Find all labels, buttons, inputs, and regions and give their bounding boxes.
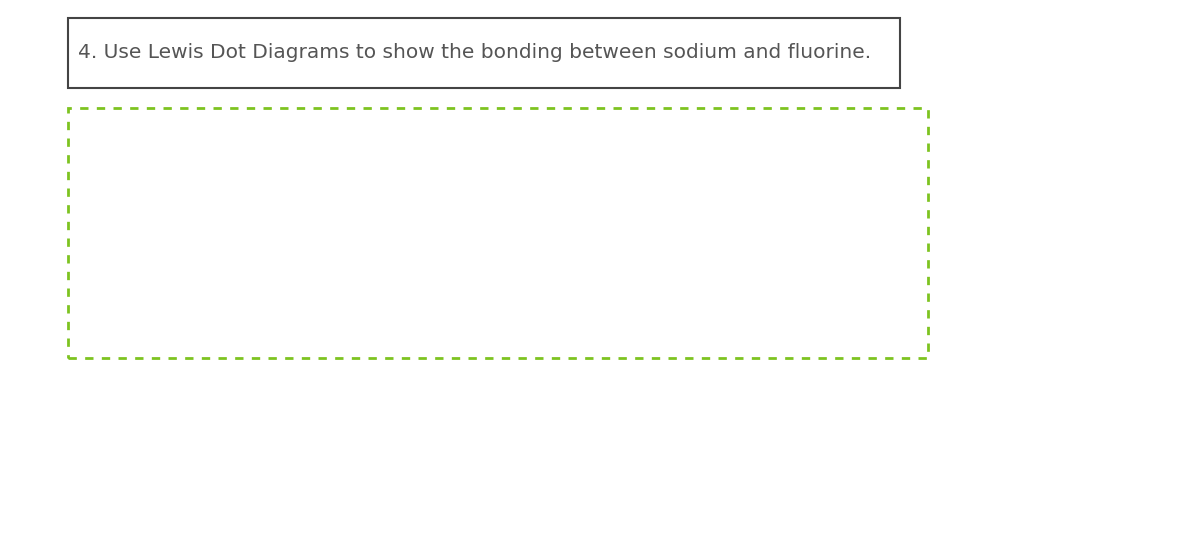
Text: 4. Use Lewis Dot Diagrams to show the bonding between sodium and fluorine.: 4. Use Lewis Dot Diagrams to show the bo…	[78, 43, 871, 63]
Bar	[68, 108, 928, 358]
Bar	[68, 18, 900, 88]
